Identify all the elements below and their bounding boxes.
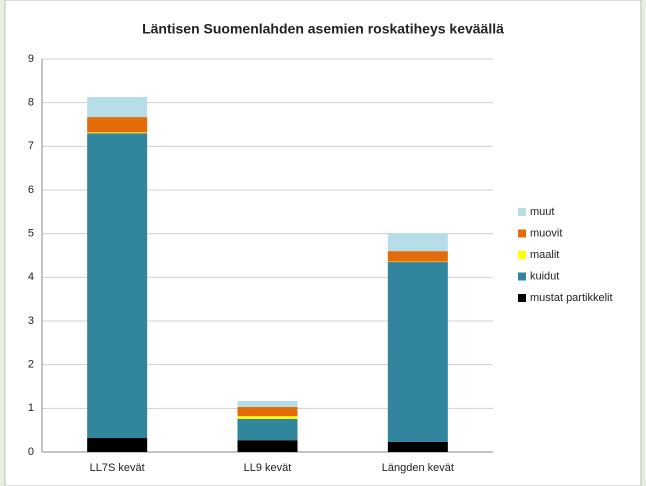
chart-title: Läntisen Suomenlahden asemien roskatihey…	[142, 21, 504, 37]
bar-segment	[388, 262, 448, 442]
bar-segment	[238, 407, 298, 416]
bar-segment	[388, 442, 448, 452]
bar-segment	[87, 97, 147, 117]
legend-swatch	[518, 208, 526, 216]
y-tick-label: 9	[28, 53, 34, 65]
bar-segment	[87, 117, 147, 132]
bar-segment	[238, 401, 298, 407]
legend-swatch	[518, 273, 526, 281]
bar-segment	[87, 438, 147, 452]
legend-label: maalit	[530, 249, 559, 261]
y-tick-label: 2	[28, 359, 34, 371]
bar-segment	[238, 440, 298, 452]
y-tick-label: 8	[28, 97, 34, 109]
page: {"chart_data": {"type": "stacked-bar", "…	[0, 0, 646, 486]
y-tick-label: 4	[28, 271, 34, 283]
legend-swatch	[518, 251, 526, 259]
y-tick-label: 0	[28, 446, 34, 458]
bar-segment	[238, 419, 298, 440]
bar-segment	[87, 133, 147, 438]
chart: Läntisen Suomenlahden asemien roskatihey…	[0, 0, 646, 486]
y-tick-label: 5	[28, 228, 34, 240]
y-tick-label: 6	[28, 184, 34, 196]
bar-segment	[388, 233, 448, 251]
legend-label: muut	[530, 206, 554, 218]
bar-segment	[87, 132, 147, 133]
legend-label: kuidut	[530, 270, 559, 282]
legend-label: mustat partikkelit	[530, 292, 613, 304]
x-tick-label: Längden kevät	[382, 462, 454, 474]
bar-segment	[388, 251, 448, 261]
y-tick-label: 3	[28, 315, 34, 327]
legend-label: muovit	[530, 227, 562, 239]
y-tick-label: 7	[28, 140, 34, 152]
x-tick-label: LL9 kevät	[244, 462, 292, 474]
y-tick-label: 1	[28, 402, 34, 414]
x-tick-label: LL7S kevät	[90, 462, 145, 474]
legend-swatch	[518, 294, 526, 302]
bar-segment	[238, 416, 298, 419]
legend-swatch	[518, 230, 526, 238]
